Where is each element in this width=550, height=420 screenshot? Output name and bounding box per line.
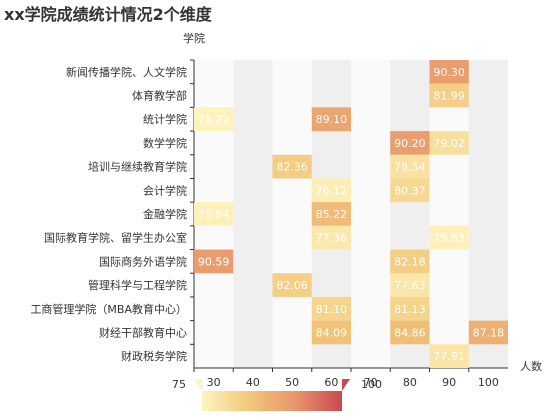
y-tick-label: 培训与继续教育学院	[88, 160, 187, 174]
cell-value-label: 81.10	[316, 303, 348, 316]
cell-value-label: 76.12	[316, 184, 348, 197]
visual-map-bar[interactable]	[202, 391, 342, 411]
heatmap-cell[interactable]	[311, 296, 351, 321]
heatmap-cell[interactable]	[390, 178, 430, 203]
cell-value-label: 80.37	[394, 184, 426, 197]
heatmap-cells: 81.5890.3081.9975.2289.1079.0290.2082.36…	[194, 60, 508, 368]
x-tick-label: 80	[403, 376, 417, 389]
grid-band	[468, 60, 508, 368]
heatmap-cell[interactable]	[311, 202, 351, 226]
heatmap-cell[interactable]	[390, 131, 430, 155]
cell-value-label: 90.20	[394, 137, 426, 150]
grid-band	[233, 60, 273, 368]
y-axis-name: 学院	[183, 31, 205, 45]
heatmap-cell[interactable]	[429, 225, 469, 250]
cell-value-label: 82.06	[276, 279, 308, 292]
visual-map[interactable]: 75 100	[172, 378, 382, 411]
heatmap-cell[interactable]	[194, 202, 234, 226]
y-tick-label: 工商管理学院（MBA教育中心）	[30, 302, 187, 316]
y-tick-label: 数学学院	[143, 136, 187, 150]
cell-value-label: 75.22	[198, 113, 230, 126]
y-tick-label: 会计学院	[143, 183, 187, 197]
cell-value-label: 81.99	[433, 90, 465, 103]
heatmap-cell[interactable]	[390, 296, 430, 321]
heatmap-cell[interactable]	[311, 107, 351, 132]
heatmap-cell[interactable]	[194, 107, 234, 132]
chart-title: xx学院成绩统计情况2个维度	[4, 5, 213, 24]
heatmap-cell[interactable]	[429, 83, 469, 108]
grid-band	[429, 60, 469, 368]
cell-value-label: 82.18	[394, 255, 426, 268]
x-tick-label: 60	[324, 376, 338, 389]
heatmap-cell[interactable]	[390, 154, 430, 179]
y-tick-label: 管理科学与工程学院	[88, 278, 187, 292]
y-tick-label: 体育教学部	[132, 89, 187, 103]
x-tick-label: 70	[364, 376, 378, 389]
y-tick-label: 国际商务外语学院	[99, 254, 187, 268]
y-tick-label: 国际教育学院、留学生办公室	[44, 231, 187, 245]
visual-map-min-label: 75	[172, 378, 186, 391]
visual-map-min-handle[interactable]	[194, 379, 202, 391]
x-tick-label: 100	[478, 376, 499, 389]
x-axis-ticks: 30 40 50 60 70 80 90 100	[193, 368, 499, 389]
y-tick-label: 金融学院	[143, 207, 187, 221]
cell-value-label: 84.09	[316, 326, 348, 339]
heatmap-cell[interactable]	[429, 344, 469, 368]
heatmap-cell[interactable]	[429, 60, 469, 84]
heatmap-cell[interactable]	[311, 178, 351, 203]
cell-value-label: 75.83	[433, 232, 465, 245]
heatmap-cell[interactable]	[468, 320, 508, 345]
y-axis-ticks: 财政税务学院 财经干部教育中心 工商管理学院（MBA教育中心） 管理科学与工程学院 国际…	[30, 59, 194, 363]
grid-band	[351, 60, 391, 368]
heatmap-cell[interactable]	[429, 131, 469, 155]
cell-value-label: 77.91	[433, 350, 465, 363]
cell-value-label: 90.59	[198, 255, 230, 268]
y-tick-label: 财经干部教育中心	[99, 325, 187, 339]
cell-value-label: 82.36	[276, 161, 308, 174]
heatmap-cell[interactable]	[390, 320, 430, 345]
heatmap-cell[interactable]	[272, 154, 312, 179]
y-tick-label: 财政税务学院	[121, 349, 187, 363]
heatmap-cell[interactable]	[272, 273, 312, 297]
cell-value-label: 89.10	[316, 113, 348, 126]
cell-value-label: 77.63	[394, 279, 426, 292]
cell-value-label: 81.13	[394, 303, 426, 316]
heatmap-cell[interactable]	[311, 225, 351, 250]
cell-value-label: 85.22	[316, 208, 348, 221]
x-axis-name: 人数	[520, 360, 542, 373]
heatmap-cell[interactable]	[390, 273, 430, 297]
cell-value-label: 75.84	[198, 208, 230, 221]
cell-value-label: 79.02	[433, 137, 465, 150]
cell-value-label: 87.18	[473, 326, 505, 339]
y-tick-label: 统计学院	[143, 112, 187, 126]
visual-map-max-handle[interactable]	[342, 379, 350, 391]
x-tick-label: 30	[207, 376, 221, 389]
cell-value-label: 84.86	[394, 326, 426, 339]
visual-map-max-label: 100	[361, 378, 382, 391]
x-tick-label: 40	[246, 376, 260, 389]
cell-value-label: 90.30	[433, 66, 465, 79]
heatmap-cell[interactable]	[311, 320, 351, 345]
x-tick-label: 90	[442, 376, 456, 389]
heatmap-cell[interactable]	[390, 249, 430, 274]
grid-band	[272, 60, 312, 368]
y-tick-label: 新闻传播学院、人文学院	[66, 65, 187, 79]
heatmap-cell[interactable]	[194, 249, 234, 274]
cell-value-label: 78.54	[394, 161, 426, 174]
x-tick-label: 50	[285, 376, 299, 389]
cell-value-label: 77.36	[316, 232, 348, 245]
